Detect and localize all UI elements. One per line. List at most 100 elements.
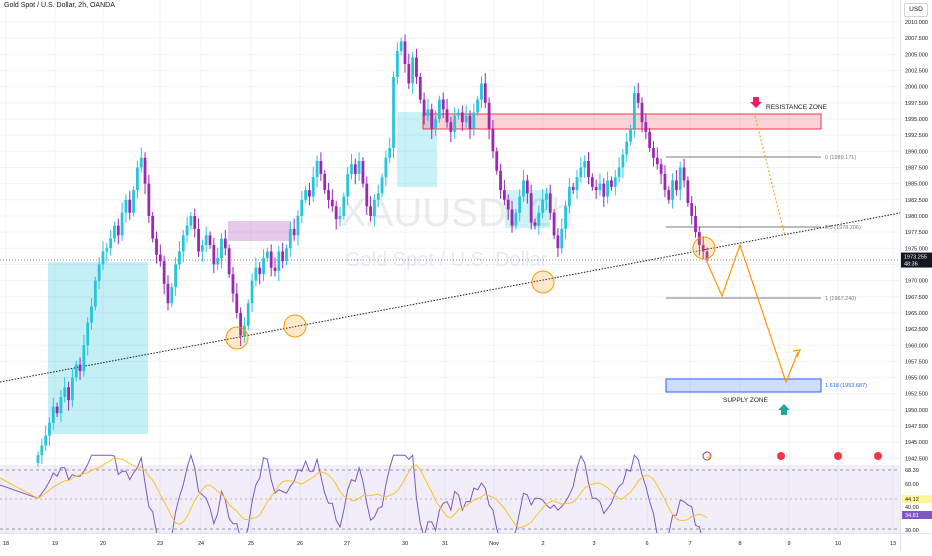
price-tick-label: 1987.500	[905, 165, 928, 171]
candle-body	[644, 122, 648, 132]
candle-body	[629, 128, 632, 142]
time-tick-label: 7	[688, 541, 691, 547]
economic-event-icon-us-3[interactable]	[874, 452, 882, 460]
candle-body	[445, 109, 449, 123]
resistance-zone[interactable]	[422, 113, 822, 130]
price-tick-label: 1942.500	[905, 456, 928, 462]
candle-body	[590, 177, 594, 187]
candle-body	[502, 190, 506, 200]
economic-event-icon-us-2[interactable]	[834, 452, 842, 460]
candle-body	[51, 406, 55, 423]
candle-body	[606, 180, 610, 197]
price-tick-label: 2000.000	[905, 85, 928, 91]
candle-body	[399, 41, 403, 52]
fib-label-1618: 1.618 (1953.687)	[825, 383, 867, 389]
candle-body	[564, 206, 567, 229]
time-tick-label: 10	[835, 541, 841, 547]
candle-body	[652, 148, 655, 158]
price-scale[interactable]: 2010.000 2007.500 2005.000 2002.500 2000.000…	[900, 0, 932, 534]
candle-body	[101, 251, 105, 265]
ascending-trendline[interactable]	[0, 212, 900, 383]
chart-pane[interactable]: XAUUSD, 2h Gold Spot / U.S. Dollar RESIS…	[0, 0, 900, 533]
time-scale[interactable]: 18 19 20 23 24 25 26 27 30 31 Nov 2 3 6 7 8 9 10 13	[0, 533, 900, 551]
event-flash-icon[interactable]	[702, 451, 712, 461]
candle-body	[246, 303, 250, 326]
price-chart[interactable]: XAUUSD, 2h Gold Spot / U.S. Dollar RESIS…	[0, 0, 900, 533]
candle-body	[334, 206, 338, 220]
candle-body	[407, 64, 411, 84]
time-tick-label: 19	[52, 541, 58, 547]
candle-body	[533, 222, 537, 226]
candle-body	[269, 251, 273, 268]
price-tick-label: 1992.500	[905, 133, 928, 139]
price-tick-label: 1982.500	[905, 198, 928, 204]
candle-body	[480, 83, 483, 100]
candle-body	[545, 193, 548, 200]
down-arrow-icon	[750, 97, 762, 108]
candle-body	[36, 455, 40, 463]
candle-body	[415, 57, 418, 77]
candle-body	[243, 325, 246, 336]
candle-body	[655, 157, 659, 165]
candle-body	[178, 251, 181, 265]
candle-body	[109, 238, 113, 249]
price-tick-label: 1975.000	[905, 246, 928, 252]
candle-body	[395, 51, 399, 77]
candle-body	[59, 396, 63, 414]
candle-body	[166, 283, 170, 304]
candle-body	[552, 212, 556, 236]
candle-body	[583, 160, 587, 168]
candle-body	[208, 235, 212, 246]
candle-body	[304, 190, 307, 200]
candle-body	[411, 57, 415, 84]
price-tick-label: 1970.000	[905, 279, 928, 285]
candle-body	[392, 76, 395, 149]
candle-body	[281, 251, 285, 262]
candle-body	[529, 193, 533, 223]
candle-body	[151, 215, 155, 239]
candle-body	[548, 193, 552, 213]
candle-body	[476, 99, 480, 113]
economic-event-icon-us-1[interactable]	[777, 452, 785, 460]
time-tick-label: 30	[402, 541, 408, 547]
projection-path[interactable]	[706, 243, 799, 384]
candle-body	[353, 164, 357, 174]
candle-body	[323, 173, 327, 191]
candle-body	[690, 203, 694, 216]
candle-body	[97, 264, 101, 281]
price-tick-label: 1962.500	[905, 327, 928, 333]
candle-body	[74, 364, 78, 378]
candle-body	[453, 115, 457, 132]
candle-body	[239, 312, 243, 336]
price-tick-label: 1965.000	[905, 311, 928, 317]
rsi-tick-label: 30.00	[905, 528, 919, 533]
price-tick-label: 1977.500	[905, 230, 928, 236]
fib-label-1: 1 (1967.240)	[825, 296, 856, 302]
candle-body	[373, 199, 376, 216]
candle-body	[40, 445, 44, 456]
time-tick-label: 31	[442, 541, 448, 547]
candle-body	[155, 238, 158, 255]
candle-body	[483, 83, 487, 103]
candle-body	[617, 167, 621, 178]
candle-body	[636, 93, 640, 103]
time-tick-label: 25	[248, 541, 254, 547]
candle-body	[632, 93, 636, 129]
candle-body	[231, 274, 235, 294]
time-tick-label: 9	[787, 541, 790, 547]
candle-body	[330, 199, 334, 207]
candle-body	[491, 128, 495, 152]
candle-body	[132, 190, 135, 213]
rsi-tick-label: 68.39	[905, 468, 919, 474]
support-touch-circle-3	[531, 270, 555, 294]
event-flash-glyph: ⚡	[705, 453, 712, 461]
price-tick-label: 2002.500	[905, 68, 928, 74]
support-touch-circle-1	[225, 326, 249, 350]
currency-button[interactable]: USD	[904, 3, 928, 17]
price-tick-label: 1955.000	[905, 376, 928, 382]
candle-body	[258, 267, 262, 275]
price-tick-label: 1985.000	[905, 182, 928, 188]
supply-zone[interactable]	[665, 378, 822, 393]
resistance-zone-label: RESISTANCE ZONE	[766, 104, 828, 111]
candle-body	[522, 180, 525, 197]
